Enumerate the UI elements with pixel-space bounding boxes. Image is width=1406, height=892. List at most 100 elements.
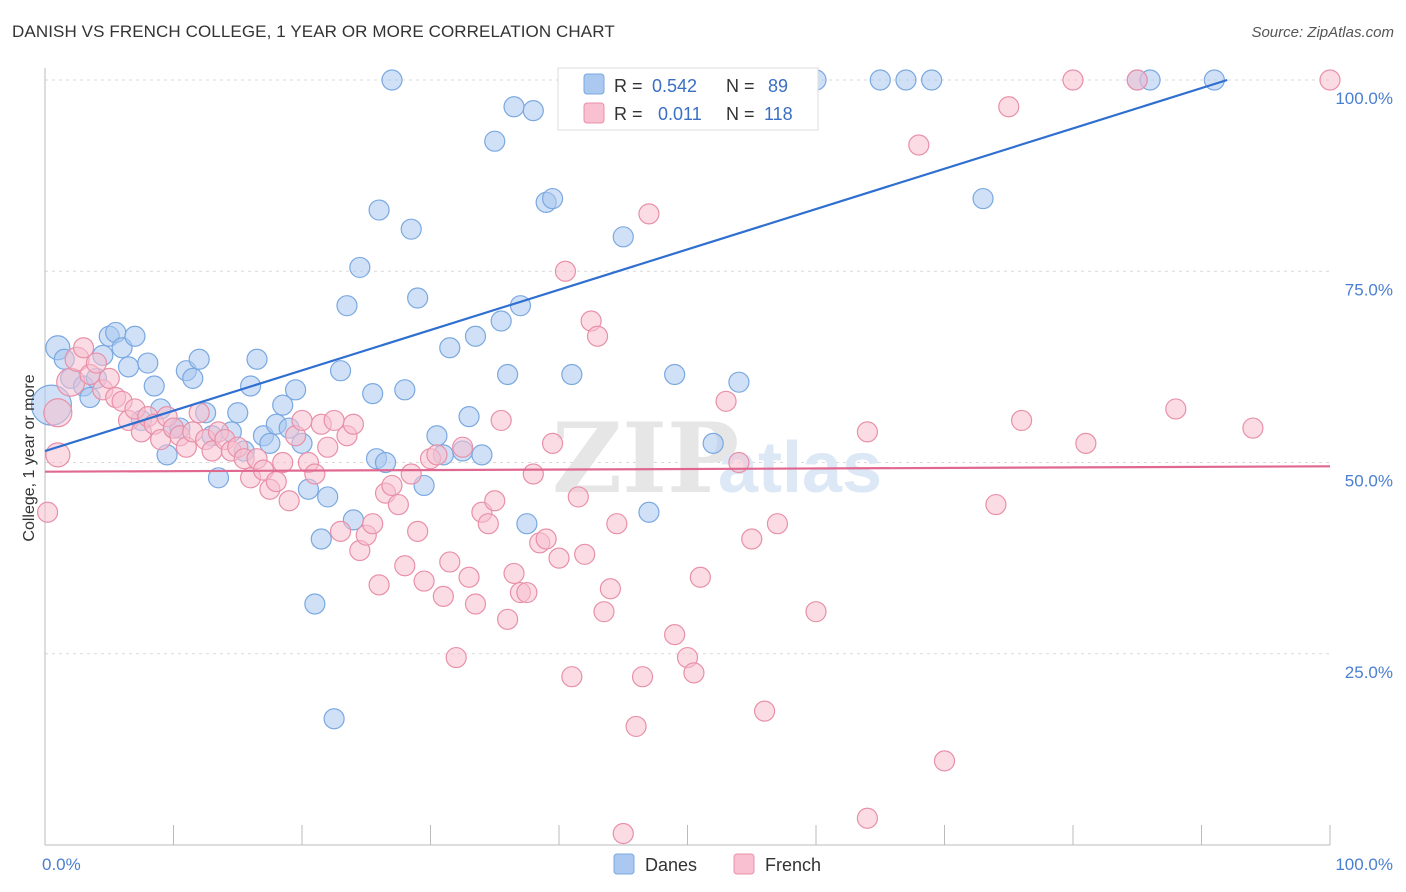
x-tick-labels: 0.0% 100.0% (42, 855, 1393, 874)
legend-danes-n-value: 89 (768, 76, 788, 96)
french-point-54 (387, 493, 409, 516)
french-point-78 (541, 432, 564, 454)
french-point-81 (561, 666, 583, 688)
danes-point-62 (471, 444, 493, 466)
source-label: Source: ZipAtlas.com (1251, 24, 1394, 41)
danes-point-32 (259, 432, 281, 454)
french-point-77 (535, 528, 557, 550)
danes-point-21 (182, 367, 204, 389)
french-point-58 (413, 570, 435, 592)
french-point-56 (400, 463, 422, 485)
danes-point-43 (329, 360, 352, 382)
french-point-101 (766, 513, 789, 535)
french-point-62 (439, 551, 461, 573)
danes-point-76 (638, 501, 660, 523)
french-point-113 (1165, 398, 1187, 420)
french-point-102 (805, 601, 827, 623)
danes-point-30 (246, 348, 268, 370)
danes-point-15 (143, 375, 165, 397)
legend-danes-r-value: 0.542 (652, 76, 697, 96)
legend-danes-swatch (583, 73, 605, 95)
french-point-50 (362, 513, 384, 535)
french-point-82 (567, 486, 589, 508)
trend-lines (44, 78, 1331, 473)
y-axis-title: College, 1 year or more (21, 374, 38, 541)
french-point-109 (1010, 409, 1033, 432)
danes-point-71 (541, 187, 564, 210)
x-tick-label-1: 100.0% (1335, 855, 1393, 874)
french-point-41 (304, 463, 326, 485)
french-point-55 (394, 555, 416, 577)
danes-point-54 (407, 287, 429, 309)
danes-point-63 (484, 130, 506, 152)
french-point-110 (1062, 69, 1084, 91)
french-point-103 (856, 421, 879, 443)
french-point-98 (728, 451, 750, 474)
french-point-45 (329, 520, 352, 542)
danes-point-64 (490, 310, 512, 332)
danes-point-60 (458, 406, 480, 428)
grid-lines (45, 79, 1330, 655)
danes-point-66 (503, 96, 525, 118)
danes-point-36 (284, 379, 307, 401)
danes-point-14 (137, 352, 159, 374)
danes-point-68 (516, 513, 538, 535)
french-point-105 (908, 134, 930, 156)
danes-point-44 (336, 295, 358, 317)
danes-point-69 (522, 99, 544, 122)
danes-point-40 (310, 528, 332, 550)
legend-french-r-value: 0.011 (658, 104, 702, 124)
danes-point-49 (368, 199, 390, 221)
danes-point-77 (664, 363, 686, 386)
danes-point-52 (394, 379, 416, 401)
danes-point-50 (374, 451, 397, 474)
french-point-65 (458, 566, 480, 588)
french-point-35 (265, 471, 287, 493)
french-point-86 (593, 601, 615, 623)
french-point-79 (548, 547, 570, 569)
french-point-60 (426, 444, 448, 466)
french-point-37 (278, 490, 300, 512)
legend-french-label: French (765, 855, 821, 875)
danes-point-41 (317, 486, 339, 508)
french-point-7 (85, 352, 108, 374)
french-point-70 (490, 409, 512, 432)
legend-french-swatch (583, 102, 605, 124)
legend-danes-label: Danes (645, 855, 697, 875)
french-point-95 (683, 662, 705, 684)
french-point-0 (36, 501, 59, 523)
watermark: ZIP atlas (552, 402, 882, 515)
danes-point-78 (702, 432, 724, 454)
y-tick-label-1: 50.0% (1345, 472, 1393, 491)
danes-point-56 (426, 425, 448, 447)
danes-point-83 (895, 69, 917, 91)
y-tick-labels: 25.0% 50.0% 75.0% 100.0% (1335, 89, 1393, 682)
danes-point-84 (921, 69, 943, 91)
french-point-9 (98, 367, 120, 389)
danes-point-85 (972, 187, 994, 210)
danes-point-61 (464, 325, 487, 347)
danes-point-22 (188, 348, 210, 370)
legend-danes-r-label: R = (614, 76, 643, 96)
french-point-53 (381, 474, 403, 497)
french-point-114 (1242, 417, 1264, 439)
french-point-63 (445, 646, 467, 669)
danes-point-79 (728, 371, 750, 393)
danes-point-34 (272, 394, 294, 416)
legend-french-n-value: 118 (764, 104, 793, 124)
french-point-111 (1075, 432, 1097, 454)
french-point-5 (72, 337, 95, 359)
french-point-36 (272, 451, 294, 474)
x-tick-label-0: 0.0% (42, 855, 81, 874)
french-point-97 (715, 390, 737, 412)
french-point-68 (477, 513, 499, 535)
danes-point-39 (304, 593, 326, 615)
series-french-points (36, 69, 1341, 845)
french-point-107 (985, 493, 1007, 516)
axes (44, 68, 1331, 846)
legend-series: Danes French (613, 853, 821, 875)
french-point-93 (664, 624, 686, 646)
french-point-66 (464, 593, 487, 615)
danes-point-82 (869, 69, 891, 91)
french-point-115 (1319, 69, 1341, 91)
